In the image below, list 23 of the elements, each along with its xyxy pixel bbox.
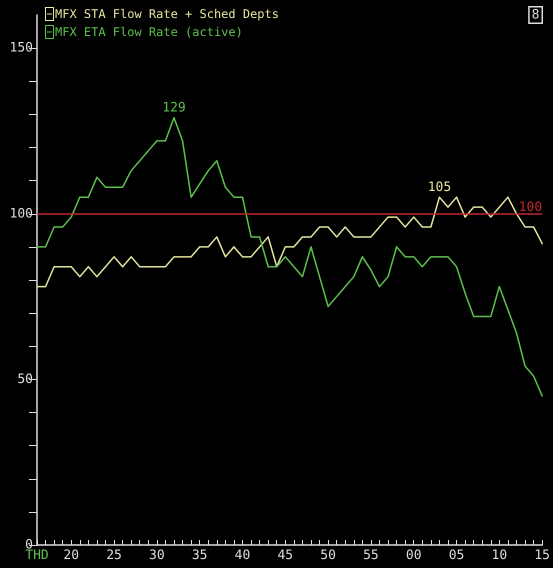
- x-tick-label: 15: [534, 548, 550, 563]
- x-tick-label: 05: [448, 548, 464, 563]
- y-tick-label: 100: [10, 206, 33, 222]
- x-tick-label: 35: [192, 548, 208, 563]
- legend-label: MFX STA Flow Rate + Sched Depts: [55, 7, 279, 21]
- line-series: [36, 196, 543, 288]
- x-tick-label: 40: [234, 548, 250, 563]
- x-tick-label: 55: [363, 548, 379, 563]
- x-tick-label: 30: [149, 548, 165, 563]
- x-tick-label: 25: [106, 548, 122, 563]
- data-label: 105: [428, 180, 452, 196]
- ref-line-label: 100: [518, 200, 542, 215]
- x-tick-label: 20: [63, 548, 80, 563]
- line-series: [36, 116, 543, 397]
- annotation: 8: [532, 8, 540, 22]
- y-tick-label: 50: [17, 372, 33, 387]
- x-tick-label: 45: [277, 548, 294, 563]
- data-label: 129: [162, 100, 186, 116]
- x-tick-label: 50: [320, 548, 336, 563]
- legend-label: MFX ETA Flow Rate (active): [55, 25, 243, 39]
- x-tick-label: 00: [406, 548, 422, 563]
- y-tick-label: 150: [10, 40, 33, 56]
- x-tick-label: 10: [492, 548, 508, 563]
